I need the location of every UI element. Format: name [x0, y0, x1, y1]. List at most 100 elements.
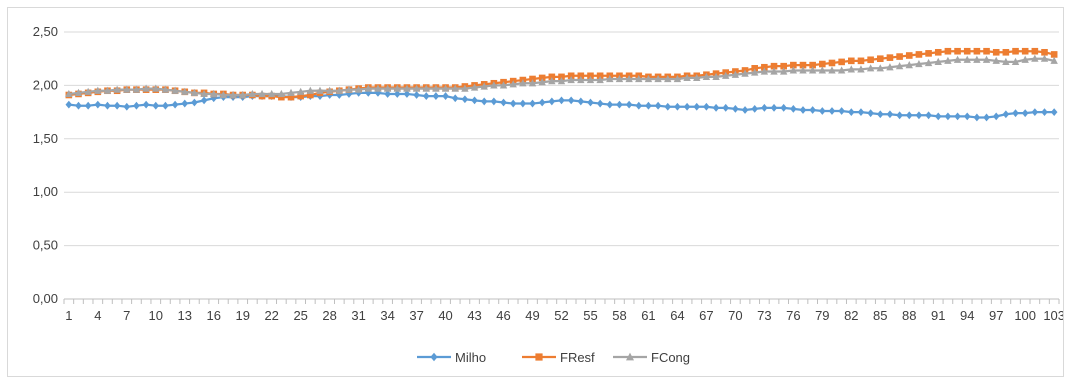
data-point	[74, 88, 83, 96]
data-point	[925, 111, 932, 120]
data-point	[422, 84, 430, 92]
data-point	[848, 57, 855, 65]
data-point	[683, 73, 691, 82]
data-point	[924, 58, 933, 67]
data-point	[577, 75, 585, 84]
data-point	[364, 88, 372, 97]
data-point	[963, 55, 971, 63]
data-point	[866, 64, 875, 72]
x-axis: 1 4 7 10 13 16 19 22 25 28 31 34 37 40 43 46 49 52 55 58 61 6…	[63, 298, 1063, 323]
data-point	[490, 81, 498, 89]
data-point	[412, 84, 421, 92]
data-point	[925, 50, 932, 57]
data-point	[509, 80, 517, 88]
data-point	[325, 86, 334, 94]
x-tick-label: 31	[351, 308, 365, 323]
data-point	[819, 60, 826, 68]
data-point	[635, 74, 643, 83]
data-point	[596, 72, 604, 80]
data-point	[538, 98, 546, 107]
y-tick-label: 0,00	[33, 291, 58, 306]
data-point	[799, 61, 807, 69]
data-point	[944, 47, 952, 55]
data-point	[287, 93, 295, 101]
data-point	[780, 62, 787, 70]
data-point	[441, 84, 450, 92]
data-point	[1012, 47, 1019, 55]
data-point	[1021, 55, 1029, 63]
data-point	[867, 56, 874, 64]
data-point	[963, 112, 971, 121]
data-point	[645, 101, 652, 110]
data-point	[430, 352, 438, 362]
x-tick-label: 73	[757, 308, 771, 323]
data-point	[84, 101, 92, 110]
data-point	[915, 59, 923, 68]
data-point	[596, 99, 604, 108]
legend-label: Milho	[455, 350, 486, 365]
data-point	[538, 74, 546, 82]
x-tick-label: 7	[123, 308, 130, 323]
data-point	[461, 95, 469, 104]
x-tick-label: 70	[728, 308, 742, 323]
data-point	[393, 90, 401, 98]
x-tick-label: 37	[409, 308, 423, 323]
data-point	[413, 91, 420, 99]
data-point	[664, 102, 672, 111]
series-milho	[65, 88, 1058, 122]
data-point	[383, 84, 392, 92]
data-point	[480, 97, 488, 106]
data-point	[819, 107, 826, 115]
data-point	[1050, 108, 1058, 116]
data-point	[1040, 54, 1049, 62]
data-point	[277, 89, 286, 98]
data-point	[132, 85, 141, 93]
data-point	[336, 91, 343, 99]
legend: Milho FResf FCong	[417, 350, 690, 365]
data-point	[973, 47, 981, 55]
data-point	[364, 84, 372, 92]
data-point	[625, 100, 633, 109]
data-point	[876, 55, 884, 62]
x-tick-label: 43	[467, 308, 481, 323]
series-group	[65, 47, 1058, 122]
data-point	[808, 66, 817, 74]
x-tick-label: 94	[960, 308, 974, 323]
data-point	[1050, 56, 1058, 64]
data-point	[905, 61, 913, 69]
data-point	[451, 84, 459, 92]
legend-label: FResf	[560, 350, 595, 365]
data-point	[760, 67, 769, 75]
data-point	[973, 113, 981, 122]
data-point	[1031, 108, 1039, 116]
data-point	[142, 84, 150, 92]
x-tick-label: 82	[844, 308, 858, 323]
data-point	[500, 98, 507, 107]
data-point	[384, 90, 391, 98]
data-point	[751, 104, 759, 113]
data-point	[162, 101, 169, 110]
data-point	[944, 56, 952, 64]
x-tick-label: 4	[94, 308, 101, 323]
data-point	[181, 87, 189, 95]
data-point	[1021, 47, 1029, 55]
data-point	[210, 89, 218, 98]
data-point	[432, 92, 440, 100]
data-point	[712, 72, 720, 80]
data-point	[828, 66, 836, 74]
data-point	[983, 47, 990, 55]
data-point	[654, 101, 662, 110]
y-tick-label: 2,00	[33, 77, 58, 92]
data-point	[374, 88, 382, 97]
data-point	[65, 89, 73, 98]
data-point	[142, 100, 150, 109]
x-tick-label: 100	[1014, 308, 1036, 323]
data-point	[722, 103, 730, 112]
data-point	[535, 353, 543, 361]
data-point	[770, 67, 778, 75]
data-point	[1011, 57, 1020, 66]
data-point	[837, 66, 846, 74]
data-point	[490, 97, 498, 106]
data-point	[770, 62, 778, 70]
data-point	[809, 61, 816, 69]
